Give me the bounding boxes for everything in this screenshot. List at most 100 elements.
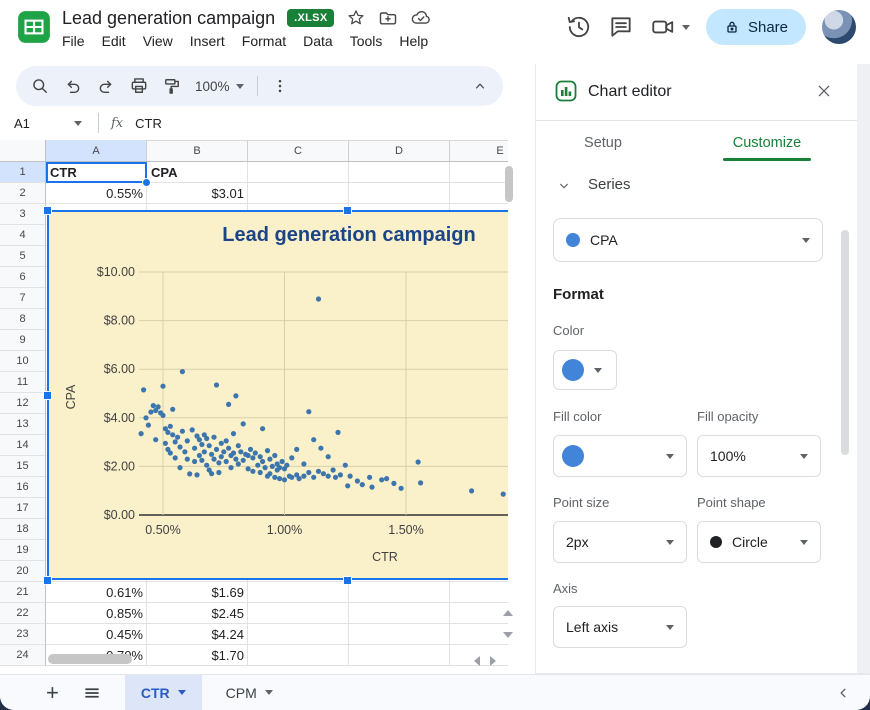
point-shape-select[interactable]: Circle	[697, 521, 821, 563]
row-header-21[interactable]: 21	[0, 582, 46, 603]
menu-edit[interactable]: Edit	[101, 33, 126, 49]
chart-handle-top-center[interactable]	[343, 206, 352, 215]
scroll-right-arrow[interactable]	[490, 656, 496, 666]
sheet-tab-cpm-caret[interactable]	[264, 690, 273, 695]
column-header-C[interactable]: C	[248, 140, 349, 161]
chart-handle-bottom-center[interactable]	[343, 576, 352, 585]
vertical-scrollbar-thumb[interactable]	[505, 166, 513, 202]
row-header-15[interactable]: 15	[0, 456, 46, 477]
fill-color-select[interactable]	[553, 435, 687, 477]
select-all-corner[interactable]	[0, 140, 46, 162]
row-header-7[interactable]: 7	[0, 288, 46, 309]
print-icon[interactable]	[129, 76, 149, 96]
row-header-14[interactable]: 14	[0, 435, 46, 456]
menu-data[interactable]: Data	[303, 33, 333, 49]
row-header-11[interactable]: 11	[0, 372, 46, 393]
row-header-9[interactable]: 9	[0, 330, 46, 351]
axis-select[interactable]: Left axis	[553, 606, 687, 648]
menu-tools[interactable]: Tools	[349, 33, 383, 49]
tab-setup[interactable]: Setup	[584, 135, 622, 151]
sheet-tab-ctr-caret[interactable]	[177, 690, 186, 695]
chart-handle-mid-left[interactable]	[43, 391, 52, 400]
redo-icon[interactable]	[96, 76, 116, 96]
row-header-18[interactable]: 18	[0, 519, 46, 540]
series-select[interactable]: CPA	[553, 218, 823, 262]
more-options-icon[interactable]	[271, 77, 289, 95]
column-header-E[interactable]: E	[450, 140, 518, 161]
column-header-B[interactable]: B	[147, 140, 248, 161]
row-header-12[interactable]: 12	[0, 393, 46, 414]
menu-format[interactable]: Format	[241, 33, 287, 49]
meet-dropdown-caret[interactable]	[681, 24, 690, 30]
cell-B21[interactable]: $1.69	[211, 585, 244, 600]
row-header-13[interactable]: 13	[0, 414, 46, 435]
horizontal-scrollbar-thumb[interactable]	[48, 654, 132, 664]
point-size-select[interactable]: 2px	[553, 521, 687, 563]
zoom-caret[interactable]	[235, 83, 244, 89]
collapse-side-panel-icon[interactable]	[834, 684, 852, 702]
name-box-caret[interactable]	[74, 120, 82, 126]
cell-B22[interactable]: $2.45	[211, 606, 244, 621]
row-header-6[interactable]: 6	[0, 267, 46, 288]
meet-call-button[interactable]	[650, 14, 690, 40]
menu-file[interactable]: File	[62, 33, 85, 49]
row-header-2[interactable]: 2	[0, 183, 46, 204]
tab-customize[interactable]: Customize	[732, 135, 802, 151]
add-sheet-icon[interactable]: +	[46, 679, 59, 705]
collapse-toolbar-icon[interactable]	[471, 77, 489, 95]
search-icon[interactable]	[30, 76, 50, 96]
name-box[interactable]: A1	[14, 115, 30, 131]
cell-A1[interactable]: CTR	[50, 165, 77, 180]
star-icon[interactable]	[346, 8, 366, 28]
menu-view[interactable]: View	[142, 33, 173, 49]
sheet-tab-ctr[interactable]: CTR	[124, 674, 202, 710]
close-panel-icon[interactable]	[816, 83, 832, 99]
column-header-D[interactable]: D	[349, 140, 450, 161]
cell-A22[interactable]: 0.85%	[106, 606, 143, 621]
embedded-chart[interactable]: Lead generation campaign $0.00 $2.00 $4.00…	[47, 210, 508, 580]
fill-opacity-select[interactable]: 100%	[697, 435, 821, 477]
cell-A23[interactable]: 0.45%	[106, 627, 143, 642]
cell-B1[interactable]: CPA	[151, 165, 178, 180]
comments-icon[interactable]	[608, 14, 634, 40]
scroll-up-arrow[interactable]	[503, 610, 513, 616]
row-header-19[interactable]: 19	[0, 540, 46, 561]
row-header-4[interactable]: 4	[0, 225, 46, 246]
cloud-saved-icon[interactable]	[410, 7, 432, 29]
series-collapse-chevron-icon[interactable]	[556, 178, 572, 194]
row-header-22[interactable]: 22	[0, 603, 46, 624]
move-to-folder-icon[interactable]	[378, 8, 398, 28]
undo-icon[interactable]	[63, 76, 83, 96]
cell-B2[interactable]: $3.01	[211, 186, 244, 201]
row-header-10[interactable]: 10	[0, 351, 46, 372]
column-header-A[interactable]: A	[46, 140, 147, 161]
chart-handle-bottom-left[interactable]	[43, 576, 52, 585]
sheets-logo[interactable]	[16, 9, 52, 45]
row-header-5[interactable]: 5	[0, 246, 46, 267]
row-header-24[interactable]: 24	[0, 645, 46, 666]
zoom-control[interactable]: 100%	[195, 79, 244, 94]
formula-input[interactable]: CTR	[135, 115, 162, 131]
paint-format-icon[interactable]	[162, 76, 182, 96]
version-history-icon[interactable]	[566, 14, 592, 40]
cell-A2[interactable]: 0.55%	[106, 186, 143, 201]
chart-handle-top-left[interactable]	[43, 206, 52, 215]
row-header-16[interactable]: 16	[0, 477, 46, 498]
scroll-down-arrow[interactable]	[503, 632, 513, 638]
all-sheets-icon[interactable]	[83, 684, 101, 702]
share-button[interactable]: Share	[705, 9, 806, 45]
row-header-17[interactable]: 17	[0, 498, 46, 519]
row-header-20[interactable]: 20	[0, 561, 46, 582]
panel-scrollbar-thumb[interactable]	[841, 230, 849, 455]
fill-handle[interactable]	[142, 178, 151, 187]
row-header-8[interactable]: 8	[0, 309, 46, 330]
row-header-23[interactable]: 23	[0, 624, 46, 645]
avatar[interactable]	[822, 10, 856, 44]
series-section-label[interactable]: Series	[588, 176, 631, 193]
sheet-tab-cpm[interactable]: CPM	[210, 675, 289, 710]
cell-B23[interactable]: $4.24	[211, 627, 244, 642]
cell-A21[interactable]: 0.61%	[106, 585, 143, 600]
menu-help[interactable]: Help	[399, 33, 429, 49]
color-select[interactable]	[553, 350, 617, 390]
